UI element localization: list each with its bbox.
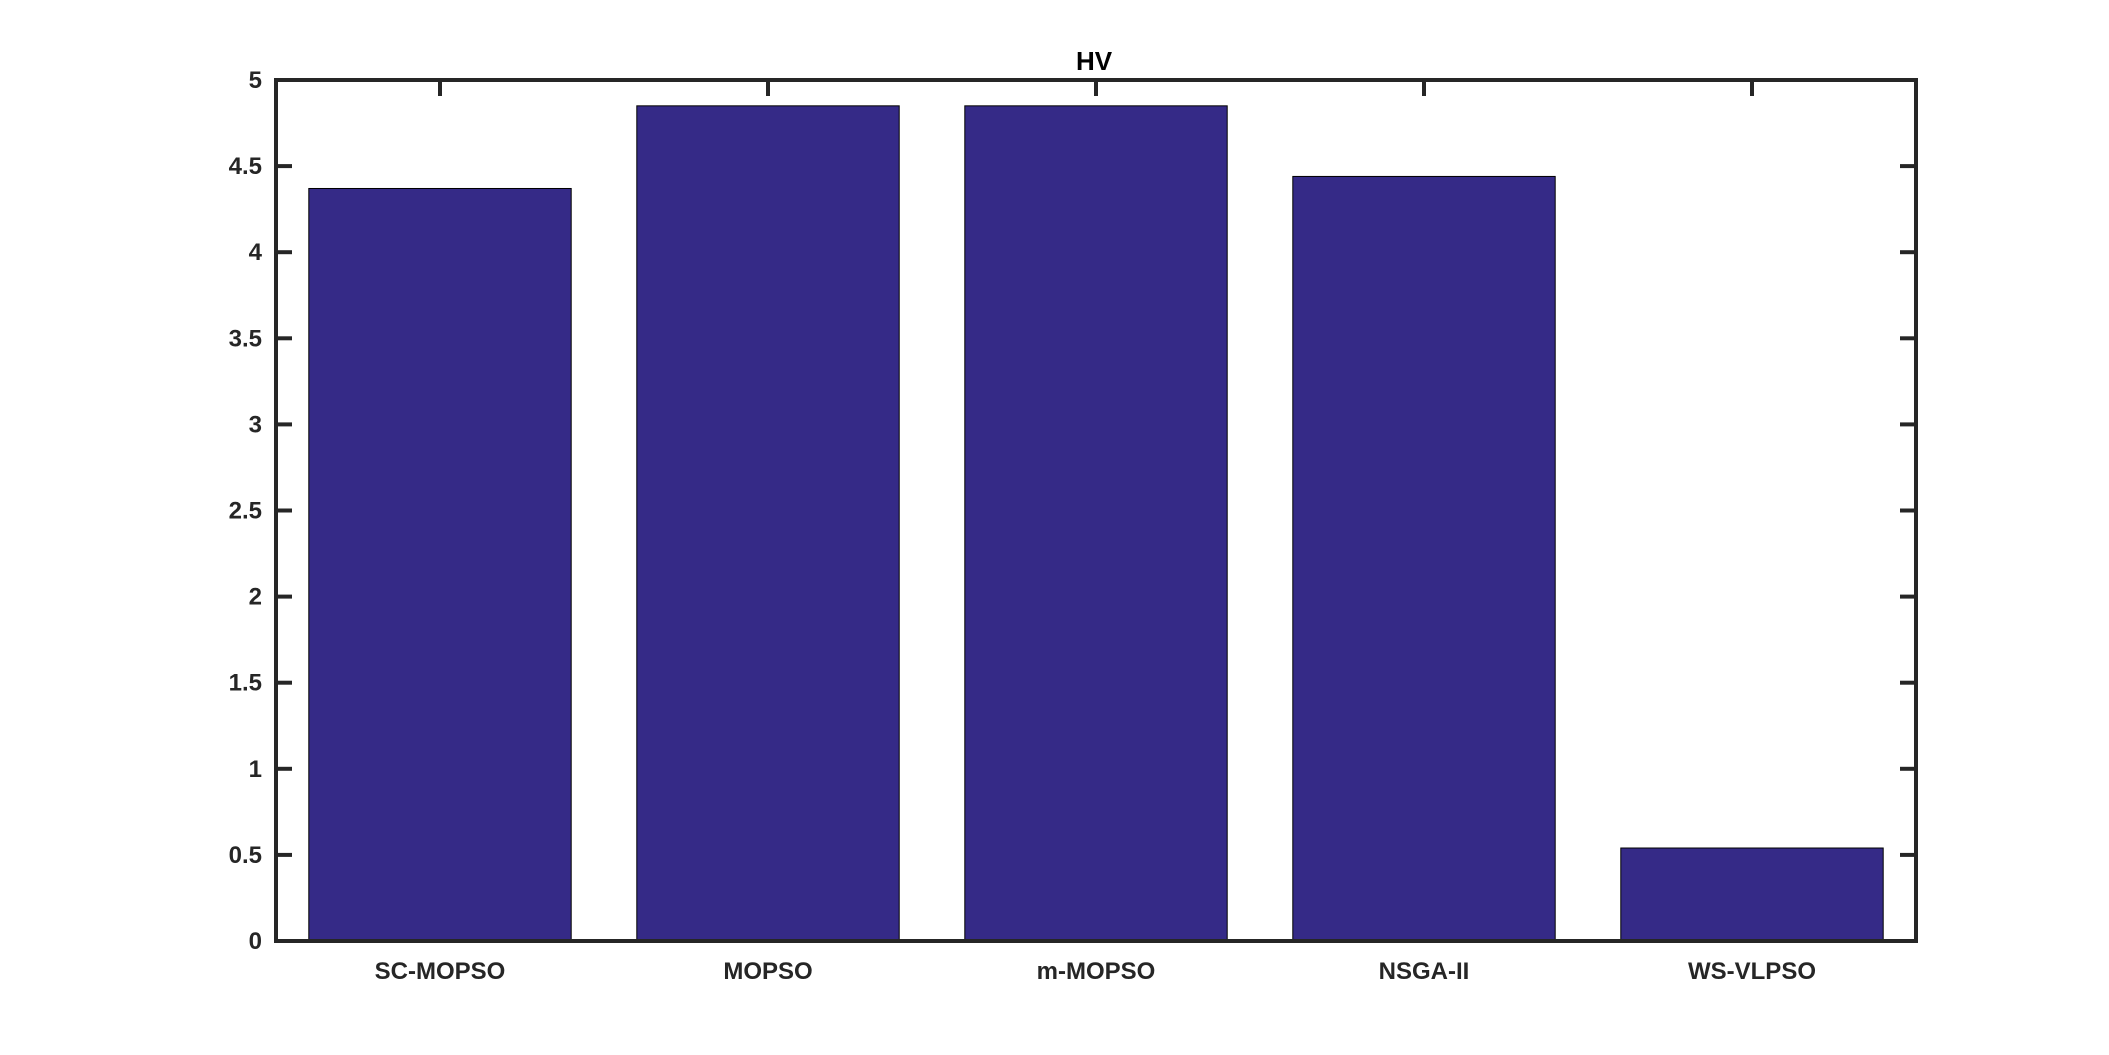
bar-sc-mopso <box>308 187 572 942</box>
plot-area-frame <box>274 78 1918 943</box>
y-tick-label: 3.5 <box>229 325 262 352</box>
y-tick-label: 0.5 <box>229 842 262 869</box>
y-tick-label: 5 <box>249 67 262 94</box>
x-axis-ticks: SC-MOPSO MOPSO m-MOPSO NSGA-II WS-VLPSO <box>375 80 1816 985</box>
bar-m-mopso <box>964 105 1228 942</box>
x-tick-label: WS-VLPSO <box>1688 958 1816 985</box>
bar-nsga-ii <box>1292 175 1556 942</box>
y-axis-ticks: 0 0.5 1 1.5 2 2.5 3 3.5 4 4.5 5 <box>229 67 1916 955</box>
x-tick-label: NSGA-II <box>1379 958 1470 985</box>
chart-title: HV <box>1076 46 1113 76</box>
bar-mopso <box>636 105 900 942</box>
y-tick-label: 1 <box>249 756 262 783</box>
y-tick-label: 1.5 <box>229 670 262 697</box>
y-tick-label: 4 <box>249 239 263 266</box>
y-tick-label: 0 <box>249 928 262 955</box>
x-tick-label: MOPSO <box>723 958 812 985</box>
x-tick-label: m-MOPSO <box>1037 958 1156 985</box>
bar-ws-vlpso <box>1620 847 1884 942</box>
y-tick-label: 2.5 <box>229 498 262 525</box>
y-tick-label: 2 <box>249 584 262 611</box>
x-tick-label: SC-MOPSO <box>375 958 506 985</box>
y-tick-label: 4.5 <box>229 153 262 180</box>
y-tick-label: 3 <box>249 411 262 438</box>
bars-group <box>308 105 1884 942</box>
